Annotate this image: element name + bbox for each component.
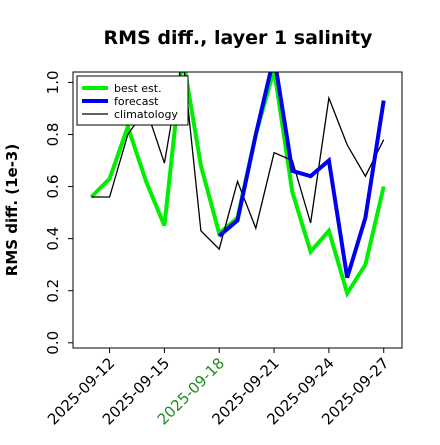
y-tick-label: 0.6: [44, 175, 62, 199]
plot-frame: [72, 71, 403, 349]
x-axis: 2025-09-122025-09-152025-09-182025-09-21…: [44, 348, 393, 428]
series-line-forecast: [217, 72, 386, 279]
y-tick-label: 1.0: [44, 70, 62, 94]
y-tick-label: 0.4: [44, 227, 62, 251]
legend-label: best est.: [114, 82, 162, 95]
legend-label: climatology: [114, 108, 178, 121]
y-axis-label: RMS diff. (1e-3): [3, 144, 21, 276]
y-axis: 0.0 0.2 0.4 0.6 0.8 1.0: [44, 70, 73, 355]
y-tick-label: 0.2: [44, 279, 62, 303]
chart-title: RMS diff., layer 1 salinity: [104, 27, 374, 49]
legend-label: forecast: [114, 95, 159, 108]
y-tick-label: 0.8: [44, 123, 62, 147]
y-tick-label: 0.0: [44, 331, 62, 355]
